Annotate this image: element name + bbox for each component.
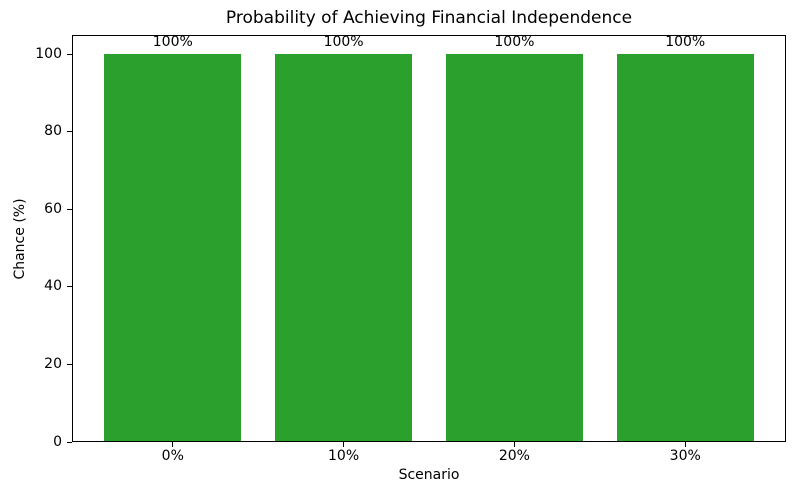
bar-value-label: 100% [494, 34, 535, 51]
bar [616, 54, 754, 441]
x-tick-mark [513, 442, 515, 447]
x-axis-label: Scenario [398, 467, 460, 483]
bar [275, 54, 412, 441]
y-tick-label: 0 [53, 433, 62, 450]
y-tick-label: 20 [44, 355, 62, 372]
y-tick-mark [67, 53, 72, 55]
x-tick-label: 20% [498, 448, 530, 464]
x-tick-label: 30% [669, 448, 701, 464]
bar-value-label: 100% [152, 34, 193, 51]
y-tick-label: 80 [44, 123, 62, 140]
y-tick-label: 40 [44, 278, 62, 295]
y-tick-mark [67, 131, 72, 133]
y-tick-label: 100 [35, 45, 62, 62]
y-tick-mark [67, 441, 72, 443]
y-tick-mark [67, 208, 72, 210]
bar-value-label: 100% [323, 34, 364, 51]
x-tick-label: 10% [328, 448, 360, 464]
y-tick-label: 60 [44, 200, 62, 217]
bar [104, 54, 242, 441]
x-tick-label: 0% [161, 448, 184, 464]
chart-title: Probability of Achieving Financial Indep… [225, 8, 633, 28]
bar-value-label: 100% [665, 34, 706, 51]
x-tick-mark [172, 442, 174, 447]
x-tick-mark [684, 442, 686, 447]
y-tick-mark [67, 286, 72, 288]
y-tick-mark [67, 363, 72, 365]
bar [446, 54, 583, 441]
x-tick-mark [343, 442, 345, 447]
